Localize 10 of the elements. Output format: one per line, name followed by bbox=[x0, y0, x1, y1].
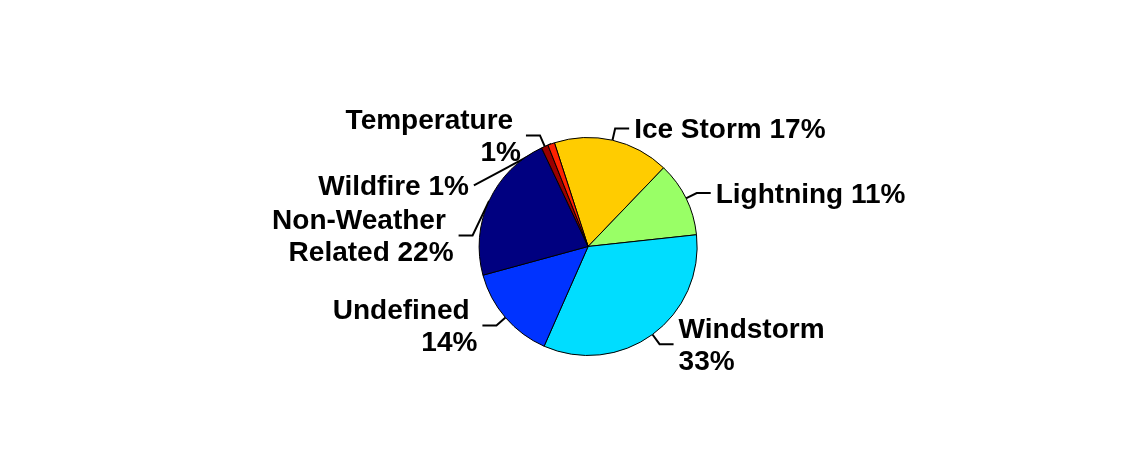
slice-label: Wildfire 1% bbox=[318, 169, 469, 201]
slice-label: Windstorm bbox=[678, 312, 833, 344]
slice-label: Lightning 11% bbox=[715, 177, 906, 209]
slice-label: Undefined bbox=[332, 293, 478, 325]
data-label: 33% bbox=[678, 344, 735, 376]
data-label: 14% bbox=[421, 325, 478, 357]
slice-label: Non-Weather Related 22% bbox=[272, 203, 454, 267]
slice-label: Ice Storm 17% bbox=[634, 113, 826, 145]
slice-label: Temperature bbox=[345, 103, 521, 135]
data-label: 1% bbox=[480, 135, 522, 167]
